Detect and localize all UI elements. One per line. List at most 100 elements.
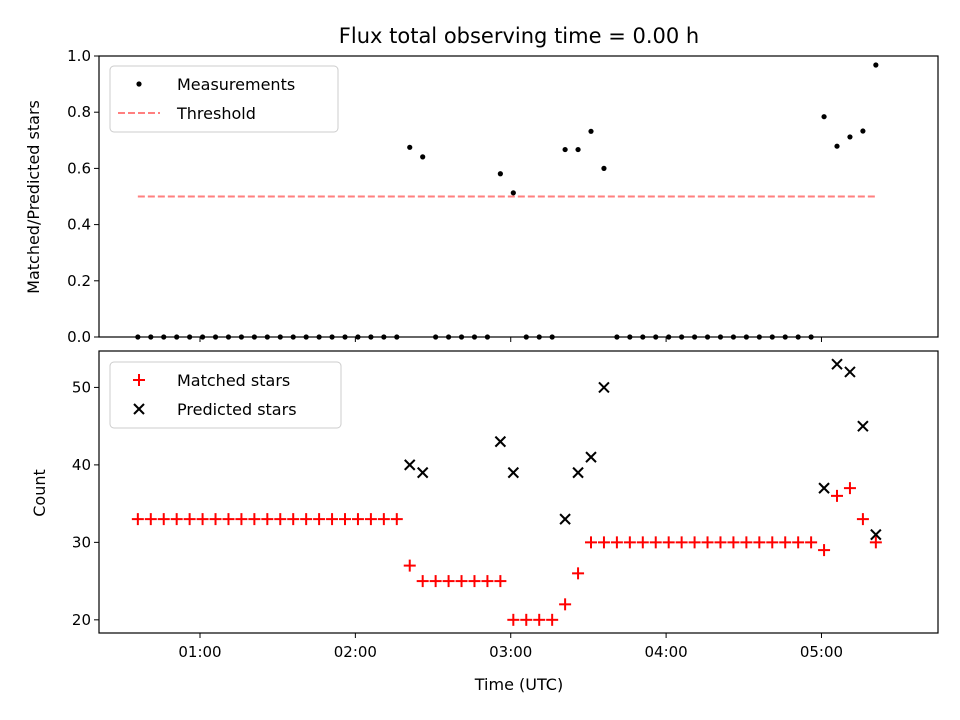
count-panel-frame [98,350,939,634]
matched-star-point [585,536,598,549]
chart-title: Flux total observing time = 0.00 h [339,24,699,48]
matched-star-point [572,567,585,580]
predicted-star-point [831,358,843,370]
count-legend: Matched stars Predicted stars [109,361,342,429]
matched-star-point [597,536,610,549]
measurement-point [847,134,853,140]
matched-star-point [287,513,300,526]
matched-star-point [636,536,649,549]
x-tick-label: 02:00 [334,643,377,661]
matched-star-point [390,513,403,526]
x-tick-label: 03:00 [489,643,532,661]
matched-star-point [792,536,805,549]
predicted-star-point [559,513,571,525]
predicted-star-point [857,420,869,432]
matched-star-point [843,482,856,495]
ratio-y-ticks: 0.0 0.2 0.4 0.6 0.8 1.0 [67,47,99,346]
matched-star-point [183,513,196,526]
count-x-ticks: 01:00 02:00 03:00 04:00 05:00 [178,633,843,661]
predicted-star-point [404,459,416,471]
predicted-star-point [416,466,429,479]
matched-star-point [248,513,261,526]
matched-star-point [805,536,818,549]
predicted-star-point [507,466,520,479]
matched-star-point [818,544,831,557]
matched-star-point [623,536,636,549]
count-marks [131,358,882,626]
matched-star-point [196,513,209,526]
ratio-y-tick-label: 0.8 [67,103,91,121]
matched-star-point [403,559,416,572]
matched-star-point [714,536,727,549]
measurement-point [407,144,413,150]
count-y-tick-label: 40 [72,456,91,474]
matched-star-point [856,513,869,526]
matched-star-point [377,513,390,526]
matched-star-point [235,513,248,526]
legend-measurements-label: Measurements [177,75,295,94]
matched-star-point [533,613,546,626]
matched-star-point [559,598,572,611]
ratio-y-tick-label: 0.2 [67,272,91,290]
predicted-star-point [818,482,830,494]
matched-star-point [300,513,313,526]
count-legend-box [109,361,342,429]
matched-star-point [429,575,442,588]
measurement-point [834,143,840,149]
ratio-panel-frame [98,55,939,338]
matched-star-point [455,575,468,588]
measurement-point [601,165,607,171]
matched-star-point [131,513,144,526]
matched-star-point [610,536,623,549]
count-panel: 20 30 40 50 01:00 02:00 03:00 04:00 05:00 Count… [30,350,939,694]
matched-star-point [468,575,481,588]
matched-star-point [779,536,792,549]
matched-star-point [831,489,844,502]
matched-star-point [170,513,183,526]
matched-star-point [675,536,688,549]
ratio-y-axis-label: Matched/Predicted stars [24,100,43,294]
matched-star-point [507,613,520,626]
ratio-y-tick-label: 0.0 [67,328,91,346]
measurement-point [821,114,827,120]
measurement-point [873,62,879,68]
matched-star-point [649,536,662,549]
matched-star-point [520,613,533,626]
x-tick-label: 04:00 [644,643,687,661]
measurement-point [860,128,866,134]
matched-star-point [144,513,157,526]
matched-star-point [546,613,559,626]
matched-star-point [662,536,675,549]
matched-star-point [222,513,235,526]
matched-star-point [442,575,455,588]
matched-star-point [766,536,779,549]
count-y-tick-label: 50 [72,378,91,396]
measurement-point [575,146,581,153]
ratio-x-ticks [199,337,822,342]
measurement-point [420,154,426,160]
matched-star-point [351,513,364,526]
ratio-y-tick-label: 0.6 [67,159,91,177]
x-tick-label: 05:00 [800,643,843,661]
count-y-tick-label: 20 [72,611,91,629]
legend-predicted-marker [133,403,145,415]
count-y-tick-label: 30 [72,533,91,551]
matched-star-point [364,513,377,526]
ratio-y-tick-label: 1.0 [67,47,91,65]
predicted-star-point [494,435,507,448]
measurement-point [510,190,516,196]
predicted-star-point [870,528,882,541]
matched-star-point [727,536,740,549]
count-y-ticks: 20 30 40 50 [72,378,99,629]
ratio-panel: 0.0 0.2 0.4 0.6 0.8 1.0 Matched/Predicted sta… [24,47,939,346]
x-axis-label: Time (UTC) [474,675,563,694]
count-y-axis-label: Count [30,469,49,517]
measurement-point [497,171,503,177]
measurement-point [562,146,568,153]
predicted-star-point [844,366,856,378]
ratio-y-tick-label: 0.4 [67,216,91,234]
matched-star-point [261,513,274,526]
matched-star-point [416,575,429,588]
matched-star-point [869,536,882,549]
matched-star-point [339,513,352,526]
